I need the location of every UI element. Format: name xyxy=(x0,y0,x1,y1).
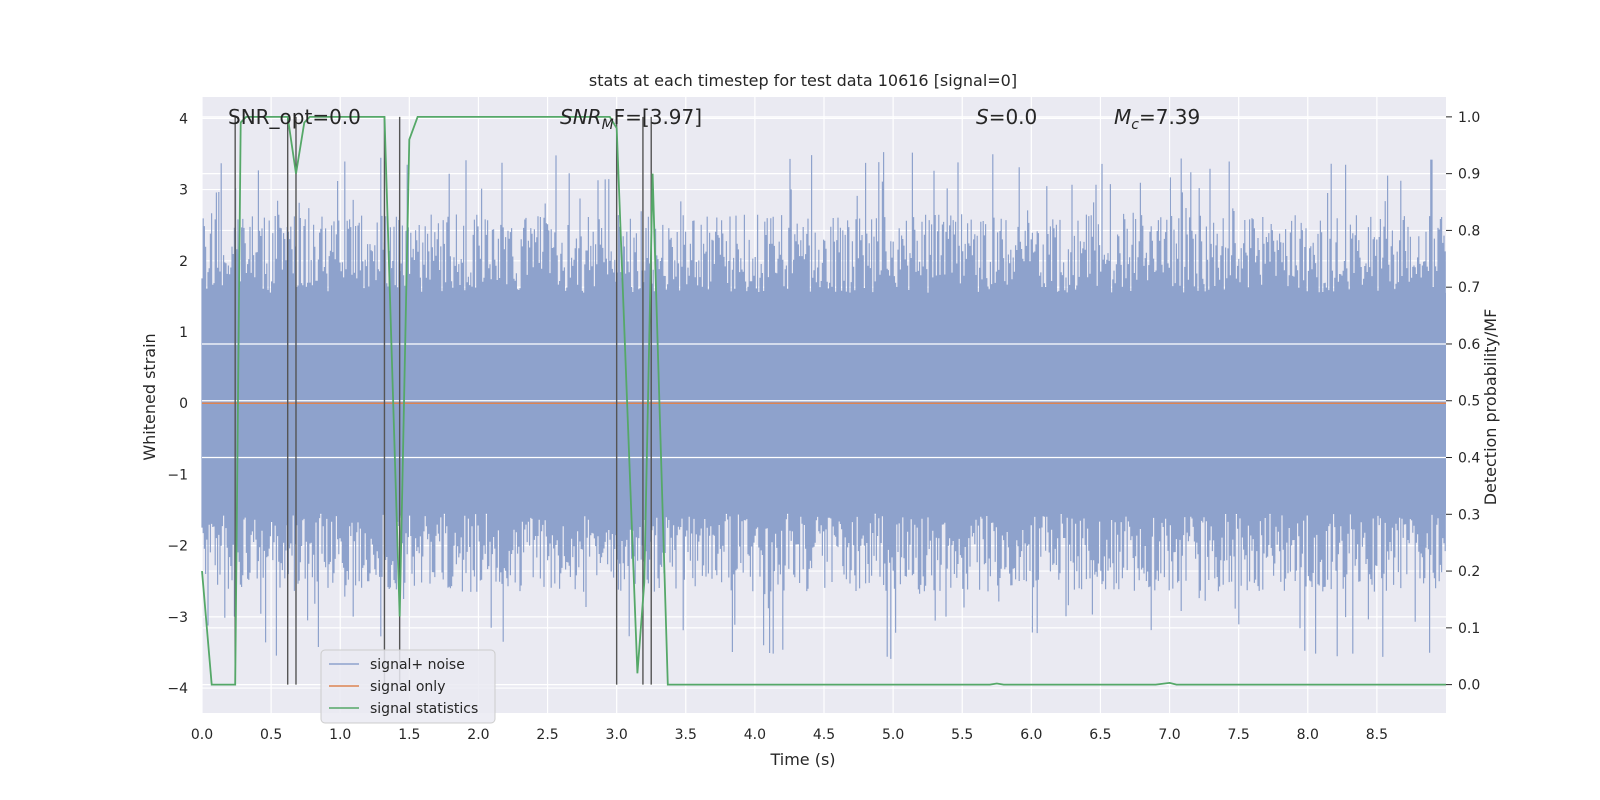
legend: signal+ noise signal only signal statist… xyxy=(320,649,496,724)
s-rest: =0.0 xyxy=(989,105,1038,129)
y-right-tick-label: 0.0 xyxy=(1458,678,1480,694)
y-right-tick-label: 0.9 xyxy=(1458,167,1480,183)
annotation-snr-mf: SNRMF=[3.97] xyxy=(560,105,702,133)
x-tick-label: 5.0 xyxy=(882,727,904,743)
snr-mf-rest: F=[3.97] xyxy=(614,105,702,129)
legend-label-signal-only: signal only xyxy=(370,679,445,695)
x-tick-label: 6.0 xyxy=(1020,727,1042,743)
y-right-tick-label: 1.0 xyxy=(1458,110,1480,126)
x-tick-label: 2.5 xyxy=(536,727,558,743)
x-tick-label: 2.0 xyxy=(467,727,489,743)
y-right-tick-label: 0.1 xyxy=(1458,621,1480,637)
mc-rest: =7.39 xyxy=(1139,105,1200,129)
y-right-tick-label: 0.2 xyxy=(1458,564,1480,580)
legend-label-signal-statistics: signal statistics xyxy=(370,701,478,717)
snr-mf-sub: M xyxy=(602,117,614,133)
legend-box xyxy=(320,649,496,724)
annotation-mc: Mc=7.39 xyxy=(1114,105,1200,133)
x-tick-label: 8.0 xyxy=(1297,727,1319,743)
y-left-tick-label: 3 xyxy=(179,183,188,199)
x-tick-label: 0.0 xyxy=(191,727,213,743)
y-left-tick-label: −1 xyxy=(167,467,188,483)
x-axis-ticks: 0.0 0.5 1.0 1.5 2.0 2.5 3.0 3.5 4.0 4.5 5.0 5.5 6.0 6… xyxy=(191,727,1388,743)
x-tick-label: 5.5 xyxy=(951,727,973,743)
y-left-tick-label: −3 xyxy=(167,610,188,626)
snr-mf-base: SNR xyxy=(560,105,602,129)
x-tick-label: 6.5 xyxy=(1089,727,1111,743)
mc-base: M xyxy=(1114,105,1131,129)
x-tick-label: 1.5 xyxy=(398,727,420,743)
mc-sub: c xyxy=(1131,117,1139,133)
chart-title: stats at each timestep for test data 106… xyxy=(589,71,1017,90)
y-left-tick-label: 0 xyxy=(179,396,188,412)
annotation-snr-opt: SNR_opt=0.0 xyxy=(228,105,361,129)
y-left-tick-label: 2 xyxy=(179,254,188,270)
x-tick-label: 3.0 xyxy=(606,727,628,743)
legend-label-signal-plus-noise: signal+ noise xyxy=(370,657,465,673)
y-left-tick-label: 4 xyxy=(179,111,188,127)
x-axis-label: Time (s) xyxy=(769,750,835,769)
x-tick-label: 1.0 xyxy=(329,727,351,743)
y-axis-right-label: Detection probability/MF xyxy=(1481,309,1500,506)
x-tick-label: 8.5 xyxy=(1366,727,1388,743)
s-base: S xyxy=(976,105,989,129)
annotation-s: S=0.0 xyxy=(976,105,1037,129)
y-right-tick-label: 0.5 xyxy=(1458,394,1480,410)
x-tick-label: 7.0 xyxy=(1158,727,1180,743)
x-tick-label: 0.5 xyxy=(260,727,282,743)
y-axis-left-ticks: −4 −3 −2 −1 0 1 2 3 4 xyxy=(167,111,188,697)
y-right-tick-label: 0.8 xyxy=(1458,223,1480,239)
y-axis-left-label: Whitened strain xyxy=(140,333,159,460)
y-right-tick-label: 0.7 xyxy=(1458,280,1480,296)
y-left-tick-label: −2 xyxy=(167,539,188,555)
x-tick-label: 4.5 xyxy=(813,727,835,743)
y-left-tick-label: −4 xyxy=(167,681,188,697)
series-signal-statistics xyxy=(201,116,1446,686)
x-tick-label: 7.5 xyxy=(1228,727,1250,743)
x-tick-label: 4.0 xyxy=(744,727,766,743)
y-right-tick-label: 0.6 xyxy=(1458,337,1480,353)
y-right-tick-label: 0.4 xyxy=(1458,451,1480,467)
y-right-tick-label: 0.3 xyxy=(1458,507,1480,523)
y-axis-right-ticks: 0.0 0.1 0.2 0.3 0.4 0.5 0.6 0.7 0.8 0.9 1.0 xyxy=(1446,110,1480,694)
x-tick-label: 3.5 xyxy=(675,727,697,743)
y-left-tick-label: 1 xyxy=(179,325,188,341)
